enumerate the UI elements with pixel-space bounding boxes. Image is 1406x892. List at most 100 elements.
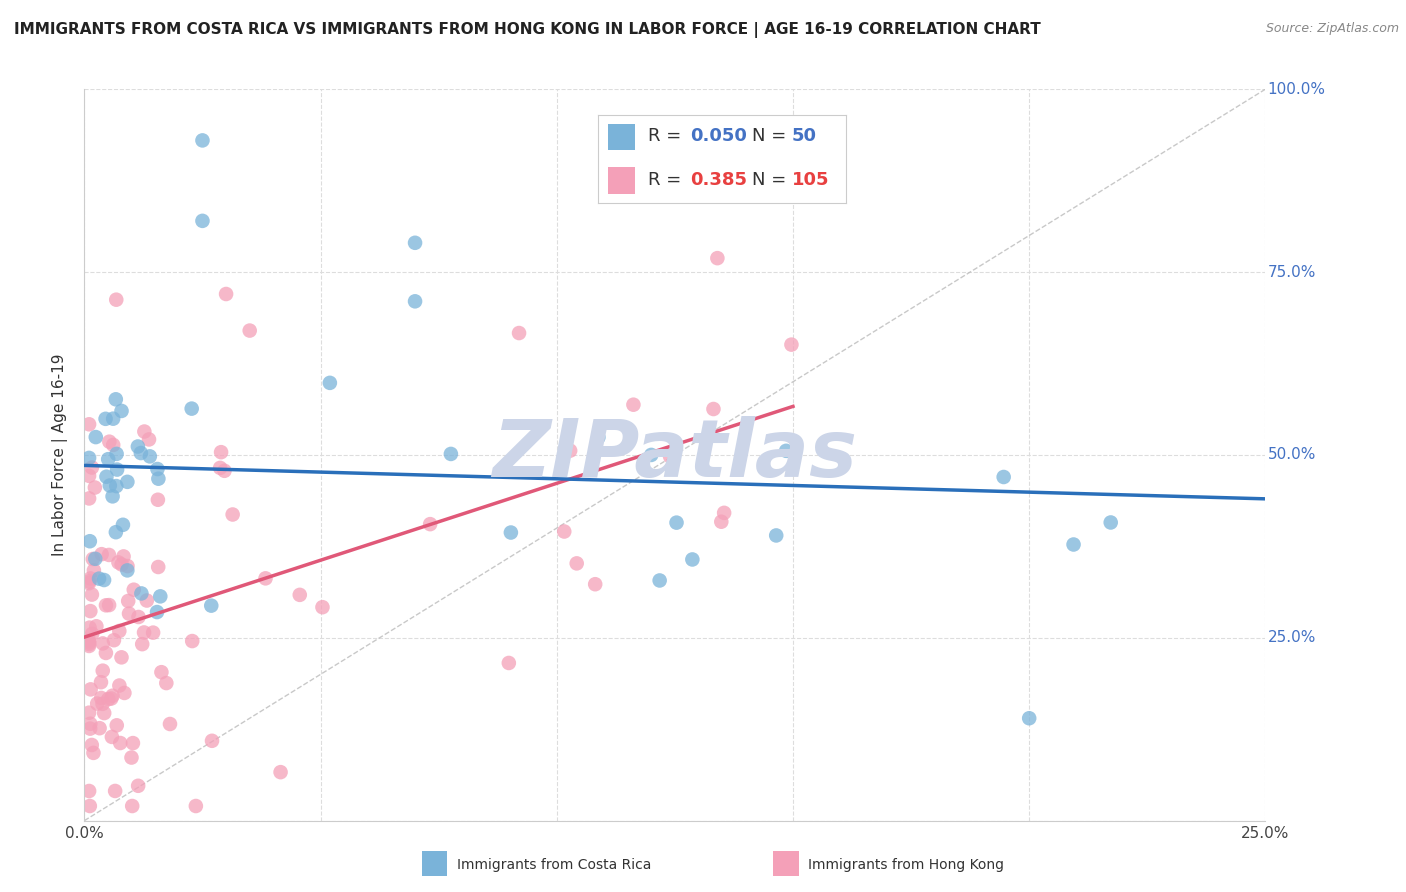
Point: [79, 722, 101, 736]
Point: [146, 492, 169, 507]
Point: [77, 637, 100, 651]
Text: 100.0%: 100.0%: [1268, 82, 1326, 96]
Point: [214, 464, 236, 478]
Point: [86, 619, 108, 633]
Point: [508, 326, 530, 340]
Point: [101, 730, 124, 744]
Point: [553, 524, 575, 539]
Point: [83, 481, 105, 495]
Point: [404, 235, 426, 250]
Point: [128, 610, 150, 624]
Point: [1018, 711, 1040, 725]
Point: [90, 690, 112, 705]
Point: [104, 525, 127, 540]
Point: [77, 639, 100, 653]
Bar: [607, 168, 636, 194]
Point: [105, 293, 128, 307]
Text: Source: ZipAtlas.com: Source: ZipAtlas.com: [1265, 22, 1399, 36]
Point: [319, 376, 342, 390]
Point: [713, 506, 735, 520]
Point: [84, 430, 107, 444]
Point: [87, 572, 110, 586]
Point: [80, 738, 103, 752]
Point: [86, 697, 108, 711]
Point: [180, 401, 202, 416]
Text: ZIPatlas: ZIPatlas: [492, 416, 858, 494]
Point: [97, 692, 120, 706]
Text: 75.0%: 75.0%: [1268, 265, 1316, 279]
Point: [91, 664, 114, 678]
Point: [83, 563, 105, 577]
Point: [129, 446, 152, 460]
Point: [101, 489, 124, 503]
Point: [98, 478, 121, 492]
Point: [270, 765, 292, 780]
Point: [149, 590, 172, 604]
Point: [155, 676, 177, 690]
Point: [117, 563, 139, 577]
Point: [77, 706, 100, 720]
Point: [131, 586, 153, 600]
Point: [89, 721, 111, 735]
Point: [288, 588, 311, 602]
Point: [90, 675, 112, 690]
Text: R =: R =: [648, 171, 686, 189]
Point: [623, 398, 645, 412]
Point: [191, 133, 214, 147]
Point: [191, 214, 214, 228]
Point: [404, 294, 426, 309]
Point: [706, 251, 728, 265]
Point: [239, 324, 262, 338]
Point: [79, 682, 101, 697]
Point: [135, 593, 157, 607]
Text: 50.0%: 50.0%: [1268, 448, 1316, 462]
Point: [91, 697, 114, 711]
Text: 25.0%: 25.0%: [1268, 631, 1316, 645]
Point: [77, 574, 100, 589]
Point: [84, 551, 107, 566]
Point: [121, 799, 143, 814]
Point: [82, 746, 104, 760]
Point: [103, 633, 125, 648]
Point: [108, 679, 131, 693]
Point: [105, 462, 128, 476]
Point: [122, 736, 145, 750]
Point: [221, 508, 243, 522]
Point: [110, 736, 132, 750]
Point: [148, 560, 170, 574]
Point: [112, 686, 135, 700]
Point: [117, 475, 139, 489]
Point: [94, 646, 117, 660]
Point: [765, 528, 787, 542]
Point: [112, 549, 135, 564]
Point: [93, 706, 115, 720]
Point: [77, 450, 100, 465]
Point: [782, 169, 804, 184]
Point: [499, 525, 522, 540]
Text: R =: R =: [648, 128, 686, 145]
Point: [77, 491, 100, 506]
Point: [101, 411, 124, 425]
Point: [93, 573, 115, 587]
Point: [146, 462, 169, 476]
Point: [82, 627, 104, 641]
Text: 0.050: 0.050: [690, 128, 747, 145]
Point: [101, 689, 124, 703]
Point: [146, 605, 169, 619]
Y-axis label: In Labor Force | Age 16-19: In Labor Force | Age 16-19: [52, 353, 69, 557]
Text: IMMIGRANTS FROM COSTA RICA VS IMMIGRANTS FROM HONG KONG IN LABOR FORCE | AGE 16-: IMMIGRANTS FROM COSTA RICA VS IMMIGRANTS…: [14, 22, 1040, 38]
Text: Immigrants from Costa Rica: Immigrants from Costa Rica: [457, 858, 651, 872]
Point: [993, 470, 1015, 484]
Point: [254, 571, 277, 585]
Point: [588, 430, 610, 444]
Point: [150, 665, 173, 680]
Point: [110, 404, 132, 418]
Point: [148, 472, 170, 486]
Point: [780, 337, 803, 351]
Point: [77, 576, 100, 591]
Point: [1063, 537, 1085, 551]
Point: [440, 447, 463, 461]
Point: [91, 636, 114, 650]
Point: [104, 784, 127, 798]
Point: [107, 556, 129, 570]
